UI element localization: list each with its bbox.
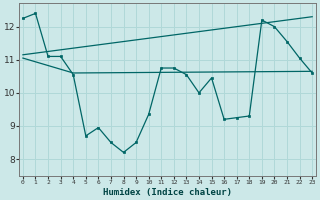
X-axis label: Humidex (Indice chaleur): Humidex (Indice chaleur) xyxy=(103,188,232,197)
